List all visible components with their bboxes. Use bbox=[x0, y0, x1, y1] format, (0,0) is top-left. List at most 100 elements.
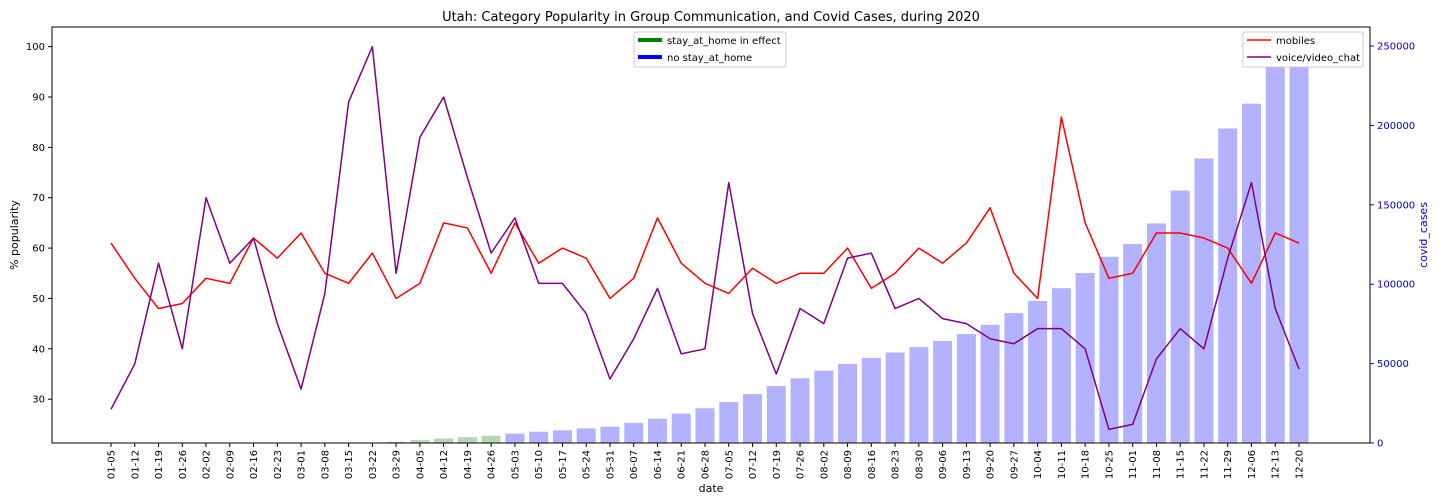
bar-covid-cases-05-03 bbox=[505, 433, 525, 443]
bar-covid-cases-07-19 bbox=[766, 386, 786, 443]
lines-layer bbox=[110, 45, 1300, 431]
x-tick-label-11-29: 11-29 bbox=[1223, 450, 1234, 479]
x-tick-label-10-04: 10-04 bbox=[1033, 450, 1044, 479]
bar-covid-cases-12-20 bbox=[1289, 44, 1309, 443]
x-tick-label-06-14: 06-14 bbox=[653, 450, 664, 479]
bar-covid-cases-09-20 bbox=[980, 324, 1000, 443]
x-tick-label-12-13: 12-13 bbox=[1271, 450, 1282, 479]
bar-covid-cases-04-12 bbox=[434, 438, 454, 443]
x-tick-label-06-21: 06-21 bbox=[677, 450, 688, 479]
x-tick-label-08-02: 08-02 bbox=[819, 450, 830, 479]
left-tick-label-40: 40 bbox=[32, 344, 45, 355]
legend-lines: mobiles voice/video_chat bbox=[1242, 31, 1364, 68]
bar-covid-cases-05-10 bbox=[529, 431, 549, 443]
bar-covid-cases-07-12 bbox=[743, 394, 763, 443]
x-tick-label-03-15: 03-15 bbox=[344, 450, 355, 479]
bar-covid-cases-07-26 bbox=[790, 378, 810, 443]
x-tick-label-10-11: 10-11 bbox=[1057, 450, 1068, 479]
bar-covid-cases-05-24 bbox=[576, 428, 596, 443]
x-tick-label-04-26: 04-26 bbox=[487, 450, 498, 479]
x-tick-label-08-23: 08-23 bbox=[891, 450, 902, 479]
x-tick-label-04-12: 04-12 bbox=[439, 450, 450, 479]
x-tick-label-05-10: 05-10 bbox=[534, 450, 545, 479]
bar-covid-cases-10-18 bbox=[1075, 273, 1095, 443]
bar-covid-cases-11-01 bbox=[1123, 244, 1143, 443]
x-tick-label-03-08: 03-08 bbox=[320, 450, 331, 479]
bar-covid-cases-09-27 bbox=[1004, 313, 1024, 443]
bar-covid-cases-04-05 bbox=[410, 440, 430, 443]
x-tick-label-07-05: 07-05 bbox=[724, 450, 735, 479]
left-tick-label-100: 100 bbox=[26, 42, 45, 53]
left-tick-label-50: 50 bbox=[32, 294, 45, 305]
legend-bars-label-stay-at-home: stay_at_home in effect bbox=[667, 36, 781, 47]
left-tick-label-60: 60 bbox=[32, 244, 45, 255]
right-tick-label-150000: 150000 bbox=[1377, 200, 1415, 211]
bar-covid-cases-06-14 bbox=[647, 418, 667, 443]
left-tick-label-70: 70 bbox=[32, 193, 45, 204]
x-tick-label-04-19: 04-19 bbox=[463, 450, 474, 479]
bar-covid-cases-11-15 bbox=[1170, 190, 1190, 443]
x-tick-label-01-26: 01-26 bbox=[178, 450, 189, 479]
x-tick-label-01-19: 01-19 bbox=[154, 450, 165, 479]
bar-covid-cases-11-22 bbox=[1194, 158, 1214, 443]
bar-covid-cases-07-05 bbox=[719, 402, 739, 443]
x-tick-label-08-09: 08-09 bbox=[843, 450, 854, 479]
bar-covid-cases-05-31 bbox=[600, 426, 620, 443]
bar-covid-cases-04-19 bbox=[457, 437, 477, 443]
chart-title: Utah: Category Popularity in Group Commu… bbox=[442, 10, 980, 25]
bar-covid-cases-04-26 bbox=[481, 435, 501, 443]
x-tick-label-05-31: 05-31 bbox=[605, 450, 616, 479]
bar-covid-cases-05-17 bbox=[552, 430, 572, 443]
x-tick-label-09-20: 09-20 bbox=[986, 450, 997, 479]
right-tick-label-250000: 250000 bbox=[1377, 42, 1415, 53]
x-tick-label-10-18: 10-18 bbox=[1081, 450, 1092, 479]
bar-covid-cases-08-09 bbox=[838, 363, 858, 443]
x-tick-label-02-23: 02-23 bbox=[273, 450, 284, 479]
bar-covid-cases-08-30 bbox=[909, 347, 929, 443]
bar-covid-cases-03-29 bbox=[386, 441, 406, 443]
x-tick-label-07-26: 07-26 bbox=[796, 450, 807, 479]
bar-covid-cases-10-11 bbox=[1051, 288, 1071, 443]
right-tick-label-200000: 200000 bbox=[1377, 121, 1415, 132]
x-tick-label-10-25: 10-25 bbox=[1104, 450, 1115, 479]
x-tick-label-03-01: 03-01 bbox=[297, 450, 308, 479]
bar-covid-cases-12-13 bbox=[1265, 66, 1285, 443]
x-tick-label-01-05: 01-05 bbox=[107, 450, 118, 479]
x-tick-label-07-19: 07-19 bbox=[772, 450, 783, 479]
x-tick-label-05-03: 05-03 bbox=[510, 450, 521, 479]
x-tick-label-06-28: 06-28 bbox=[701, 450, 712, 479]
x-tick-label-03-29: 03-29 bbox=[392, 450, 403, 479]
plot-frame bbox=[51, 26, 1371, 444]
x-tick-label-04-05: 04-05 bbox=[415, 450, 426, 479]
bar-covid-cases-10-04 bbox=[1028, 301, 1048, 443]
x-tick-label-09-06: 09-06 bbox=[938, 450, 949, 479]
left-tick-label-90: 90 bbox=[32, 93, 45, 104]
x-tick-label-03-22: 03-22 bbox=[368, 450, 379, 479]
x-tick-label-09-13: 09-13 bbox=[962, 450, 973, 479]
right-axis-label: covid_cases bbox=[1417, 202, 1430, 268]
x-tick-label-05-17: 05-17 bbox=[558, 450, 569, 479]
bars-layer bbox=[386, 44, 1309, 443]
x-tick-label-11-22: 11-22 bbox=[1199, 450, 1210, 479]
bar-covid-cases-10-25 bbox=[1099, 256, 1119, 443]
x-tick-label-02-09: 02-09 bbox=[225, 450, 236, 479]
bar-covid-cases-12-06 bbox=[1241, 103, 1261, 443]
x-tick-label-11-01: 11-01 bbox=[1128, 450, 1139, 479]
x-tick-label-08-16: 08-16 bbox=[867, 450, 878, 479]
left-axis: 30 40 50 60 70 80 90 100 bbox=[26, 42, 52, 406]
right-tick-label-100000: 100000 bbox=[1377, 280, 1415, 291]
legend-bars-label-no-stay-at-home: no stay_at_home bbox=[667, 53, 752, 64]
bar-covid-cases-11-29 bbox=[1218, 128, 1238, 443]
x-axis: 01-05 01-12 01-19 01-26 02-02 02-09 02-16 02-23… bbox=[107, 443, 1306, 479]
legend-lines-label-voice-video-chat: voice/video_chat bbox=[1276, 53, 1360, 64]
x-tick-label-01-12: 01-12 bbox=[130, 450, 141, 479]
right-tick-label-0: 0 bbox=[1377, 439, 1383, 450]
x-tick-label-11-08: 11-08 bbox=[1152, 450, 1163, 479]
x-tick-label-02-02: 02-02 bbox=[202, 450, 213, 479]
x-tick-label-12-20: 12-20 bbox=[1295, 450, 1306, 479]
left-tick-label-80: 80 bbox=[32, 143, 45, 154]
bar-covid-cases-06-21 bbox=[671, 413, 691, 443]
legend-lines-label-mobiles: mobiles bbox=[1276, 36, 1315, 47]
left-axis-label: % popularity bbox=[8, 200, 21, 270]
